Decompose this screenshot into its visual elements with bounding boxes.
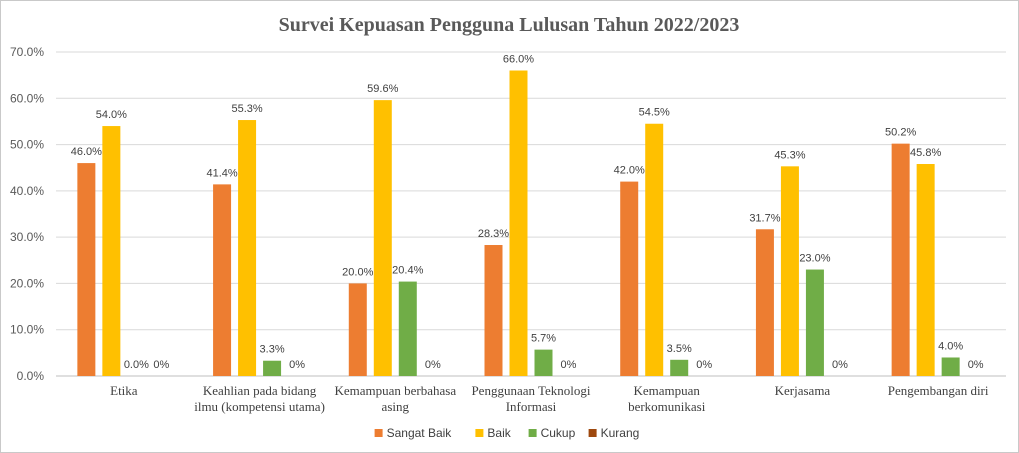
data-label: 46.0% — [71, 146, 102, 158]
data-label: 3.5% — [667, 343, 692, 355]
bar-baik — [509, 70, 528, 376]
data-label: 0% — [289, 359, 305, 371]
bar-baik — [373, 100, 392, 376]
data-label: 23.0% — [799, 253, 830, 265]
legend-label: Kurang — [601, 426, 640, 440]
y-tick-label: 60.0% — [10, 91, 44, 105]
data-label: 54.5% — [639, 107, 670, 119]
data-label: 20.4% — [392, 265, 423, 277]
x-tick-label: Pengembangan diri — [888, 383, 989, 398]
bar-cukup — [534, 349, 553, 376]
data-label: 0% — [425, 359, 441, 371]
data-label: 3.3% — [260, 344, 285, 356]
x-tick-label: Informasi — [506, 399, 557, 414]
y-tick-label: 40.0% — [10, 184, 44, 198]
y-tick-label: 10.0% — [10, 323, 44, 337]
bars — [77, 70, 960, 376]
data-label: 45.3% — [774, 149, 805, 161]
bar-cukup — [398, 281, 417, 376]
data-label: 41.4% — [206, 167, 237, 179]
bar-baik — [238, 120, 257, 376]
gridlines — [56, 51, 1006, 377]
data-label: 0% — [832, 359, 848, 371]
chart-title: Survei Kepuasan Pengguna Lulusan Tahun 2… — [279, 14, 740, 36]
data-label: 20.0% — [342, 266, 373, 278]
x-tick-label: Penggunaan Teknologi — [471, 383, 590, 398]
data-label: 0% — [968, 359, 984, 371]
data-label: 0% — [696, 359, 712, 371]
data-label: 0.0% — [124, 359, 149, 371]
bar-sangat-baik — [620, 181, 639, 376]
y-tick-label: 0.0% — [17, 369, 45, 383]
data-label: 55.3% — [231, 103, 262, 115]
bar-cukup — [941, 357, 960, 376]
bar-baik — [645, 123, 664, 376]
bar-baik — [102, 126, 121, 376]
legend-swatch — [588, 429, 597, 437]
data-label: 59.6% — [367, 83, 398, 95]
bar-sangat-baik — [891, 143, 910, 376]
x-tick-label: Etika — [110, 383, 138, 398]
data-label: 28.3% — [478, 228, 509, 240]
bar-sangat-baik — [755, 229, 774, 376]
data-label: 0% — [561, 359, 577, 371]
bar-baik — [916, 164, 935, 376]
y-tick-label: 50.0% — [10, 138, 44, 152]
data-label: 42.0% — [614, 165, 645, 177]
y-tick-label: 30.0% — [10, 230, 44, 244]
y-axis-ticks: 0.0% 10.0% 20.0% 30.0% 40.0% 50.0% 60.0% 70.0% — [10, 45, 44, 383]
y-tick-label: 20.0% — [10, 276, 44, 290]
data-label: 4.0% — [938, 340, 963, 352]
x-tick-label: Kemampuan — [634, 383, 701, 398]
bar-cukup — [805, 269, 824, 376]
bar-sangat-baik — [348, 283, 367, 376]
x-tick-label: berkomunikasi — [628, 399, 706, 414]
bar-sangat-baik — [484, 245, 503, 376]
x-tick-label: Kemampuan berbahasa — [334, 383, 456, 398]
legend-swatch — [475, 429, 484, 437]
x-tick-label: Keahlian pada bidang — [203, 383, 317, 398]
data-labels: 46.0% 54.0% 0.0% 0% 41.4% 55.3% 3.3% 0% 20.0% 59.… — [71, 54, 984, 371]
data-label: 50.2% — [885, 127, 916, 139]
legend-label: Baik — [487, 426, 511, 440]
legend: Sangat Baik Baik Cukup Kurang — [374, 426, 640, 440]
bar-sangat-baik — [77, 163, 96, 376]
data-label: 45.8% — [910, 147, 941, 159]
data-label: 5.7% — [531, 333, 556, 345]
data-label: 54.0% — [96, 109, 127, 121]
x-tick-label: asing — [382, 399, 410, 414]
legend-swatch — [374, 429, 383, 437]
data-label: 66.0% — [503, 54, 534, 66]
data-label: 31.7% — [749, 212, 780, 224]
x-tick-label: ilmu (kompetensi utama) — [194, 399, 325, 414]
bar-baik — [780, 166, 799, 376]
data-label: 0% — [153, 359, 169, 371]
legend-swatch — [528, 429, 537, 437]
legend-label: Sangat Baik — [387, 426, 453, 440]
bar-sangat-baik — [213, 184, 232, 376]
y-tick-label: 70.0% — [10, 45, 44, 59]
x-tick-label: Kerjasama — [775, 383, 831, 398]
bar-cukup — [263, 360, 282, 376]
legend-label: Cukup — [541, 426, 576, 440]
bar-cukup — [670, 359, 689, 376]
